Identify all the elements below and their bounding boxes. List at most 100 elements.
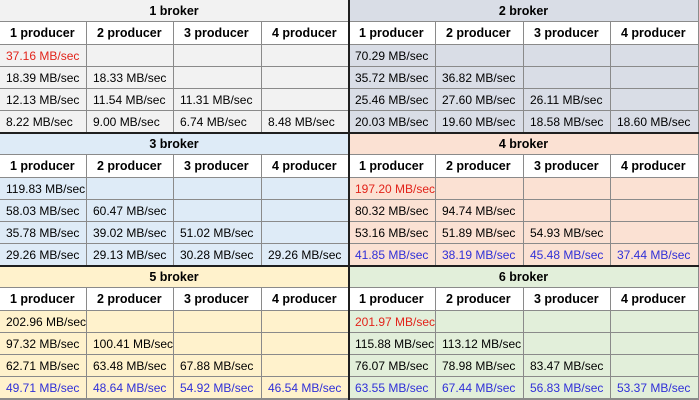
throughput-cell[interactable]: 56.83 MB/sec <box>524 377 611 399</box>
throughput-cell[interactable]: 67.44 MB/sec <box>436 377 524 399</box>
throughput-cell[interactable]: 18.33 MB/sec <box>87 67 174 89</box>
throughput-cell[interactable]: 27.60 MB/sec <box>436 89 524 111</box>
throughput-cell[interactable]: 62.71 MB/sec <box>0 355 87 377</box>
throughput-cell[interactable]: 6.74 MB/sec <box>174 111 262 133</box>
throughput-cell[interactable]: 29.13 MB/sec <box>87 244 174 266</box>
throughput-cell[interactable]: 12.13 MB/sec <box>0 89 87 111</box>
throughput-cell[interactable] <box>174 67 262 89</box>
throughput-cell[interactable] <box>262 67 349 89</box>
throughput-cell[interactable]: 80.32 MB/sec <box>349 200 436 222</box>
producer-header[interactable]: 1 producer <box>0 155 87 178</box>
throughput-cell[interactable]: 37.44 MB/sec <box>611 244 699 266</box>
producer-header[interactable]: 2 producer <box>87 155 174 178</box>
throughput-cell[interactable]: 39.02 MB/sec <box>87 222 174 244</box>
throughput-cell[interactable]: 119.83 MB/sec <box>0 178 87 200</box>
throughput-cell[interactable]: 53.16 MB/sec <box>349 222 436 244</box>
throughput-cell[interactable]: 18.58 MB/sec <box>524 111 611 133</box>
throughput-cell[interactable] <box>611 45 699 67</box>
throughput-cell[interactable]: 30.28 MB/sec <box>174 244 262 266</box>
producer-header[interactable]: 1 producer <box>0 288 87 311</box>
throughput-cell[interactable]: 26.11 MB/sec <box>524 89 611 111</box>
throughput-cell[interactable]: 48.64 MB/sec <box>87 377 174 399</box>
throughput-cell[interactable]: 35.78 MB/sec <box>0 222 87 244</box>
throughput-cell[interactable]: 83.47 MB/sec <box>524 355 611 377</box>
throughput-cell[interactable]: 18.39 MB/sec <box>0 67 87 89</box>
producer-header[interactable]: 2 producer <box>436 288 524 311</box>
throughput-cell[interactable] <box>524 178 611 200</box>
throughput-cell[interactable]: 19.60 MB/sec <box>436 111 524 133</box>
throughput-cell[interactable]: 100.41 MB/sec <box>87 333 174 355</box>
throughput-cell[interactable]: 54.92 MB/sec <box>174 377 262 399</box>
producer-header[interactable]: 1 producer <box>349 155 436 178</box>
throughput-cell[interactable]: 11.54 MB/sec <box>87 89 174 111</box>
throughput-cell[interactable] <box>262 89 349 111</box>
producer-header[interactable]: 3 producer <box>174 22 262 45</box>
broker-title[interactable]: 6 broker <box>349 266 699 288</box>
throughput-cell[interactable]: 78.98 MB/sec <box>436 355 524 377</box>
throughput-cell[interactable] <box>611 355 699 377</box>
throughput-cell[interactable] <box>262 222 349 244</box>
throughput-cell[interactable] <box>611 89 699 111</box>
throughput-cell[interactable] <box>262 200 349 222</box>
throughput-cell[interactable]: 8.22 MB/sec <box>0 111 87 133</box>
throughput-cell[interactable]: 45.48 MB/sec <box>524 244 611 266</box>
throughput-cell[interactable]: 94.74 MB/sec <box>436 200 524 222</box>
throughput-cell[interactable] <box>262 178 349 200</box>
throughput-cell[interactable] <box>174 178 262 200</box>
throughput-cell[interactable]: 51.89 MB/sec <box>436 222 524 244</box>
throughput-cell[interactable]: 63.55 MB/sec <box>349 377 436 399</box>
throughput-cell[interactable]: 54.93 MB/sec <box>524 222 611 244</box>
throughput-cell[interactable] <box>611 200 699 222</box>
producer-header[interactable]: 4 producer <box>262 22 349 45</box>
broker-title[interactable]: 5 broker <box>0 266 349 288</box>
throughput-cell[interactable]: 51.02 MB/sec <box>174 222 262 244</box>
throughput-cell[interactable] <box>262 45 349 67</box>
throughput-cell[interactable] <box>436 178 524 200</box>
throughput-cell[interactable]: 60.47 MB/sec <box>87 200 174 222</box>
throughput-cell[interactable]: 29.26 MB/sec <box>0 244 87 266</box>
producer-header[interactable]: 2 producer <box>87 22 174 45</box>
producer-header[interactable]: 2 producer <box>436 22 524 45</box>
throughput-cell[interactable] <box>174 333 262 355</box>
throughput-cell[interactable] <box>262 333 349 355</box>
producer-header[interactable]: 3 producer <box>174 288 262 311</box>
throughput-cell[interactable] <box>611 178 699 200</box>
throughput-cell[interactable]: 20.03 MB/sec <box>349 111 436 133</box>
producer-header[interactable]: 4 producer <box>262 155 349 178</box>
throughput-cell[interactable] <box>611 333 699 355</box>
broker-title[interactable]: 4 broker <box>349 133 699 155</box>
throughput-cell[interactable] <box>87 178 174 200</box>
throughput-cell[interactable] <box>524 45 611 67</box>
producer-header[interactable]: 1 producer <box>349 22 436 45</box>
throughput-cell[interactable]: 36.82 MB/sec <box>436 67 524 89</box>
throughput-cell[interactable]: 97.32 MB/sec <box>0 333 87 355</box>
throughput-cell[interactable] <box>262 355 349 377</box>
throughput-cell[interactable] <box>174 311 262 333</box>
throughput-cell[interactable] <box>524 311 611 333</box>
broker-title[interactable]: 3 broker <box>0 133 349 155</box>
producer-header[interactable]: 1 producer <box>349 288 436 311</box>
throughput-cell[interactable] <box>611 222 699 244</box>
throughput-cell[interactable]: 70.29 MB/sec <box>349 45 436 67</box>
producer-header[interactable]: 3 producer <box>524 22 611 45</box>
throughput-cell[interactable]: 37.16 MB/sec <box>0 45 87 67</box>
producer-header[interactable]: 4 producer <box>262 288 349 311</box>
throughput-cell[interactable]: 76.07 MB/sec <box>349 355 436 377</box>
throughput-cell[interactable]: 18.60 MB/sec <box>611 111 699 133</box>
throughput-cell[interactable]: 9.00 MB/sec <box>87 111 174 133</box>
producer-header[interactable]: 3 producer <box>524 288 611 311</box>
throughput-cell[interactable]: 29.26 MB/sec <box>262 244 349 266</box>
throughput-cell[interactable]: 41.85 MB/sec <box>349 244 436 266</box>
broker-title[interactable]: 1 broker <box>0 0 349 22</box>
producer-header[interactable]: 4 producer <box>611 288 699 311</box>
throughput-cell[interactable] <box>87 311 174 333</box>
throughput-cell[interactable]: 8.48 MB/sec <box>262 111 349 133</box>
throughput-cell[interactable]: 49.71 MB/sec <box>0 377 87 399</box>
throughput-cell[interactable] <box>262 311 349 333</box>
throughput-cell[interactable]: 38.19 MB/sec <box>436 244 524 266</box>
throughput-cell[interactable]: 11.31 MB/sec <box>174 89 262 111</box>
throughput-cell[interactable]: 35.72 MB/sec <box>349 67 436 89</box>
throughput-cell[interactable]: 53.37 MB/sec <box>611 377 699 399</box>
throughput-cell[interactable]: 63.48 MB/sec <box>87 355 174 377</box>
producer-header[interactable]: 1 producer <box>0 22 87 45</box>
